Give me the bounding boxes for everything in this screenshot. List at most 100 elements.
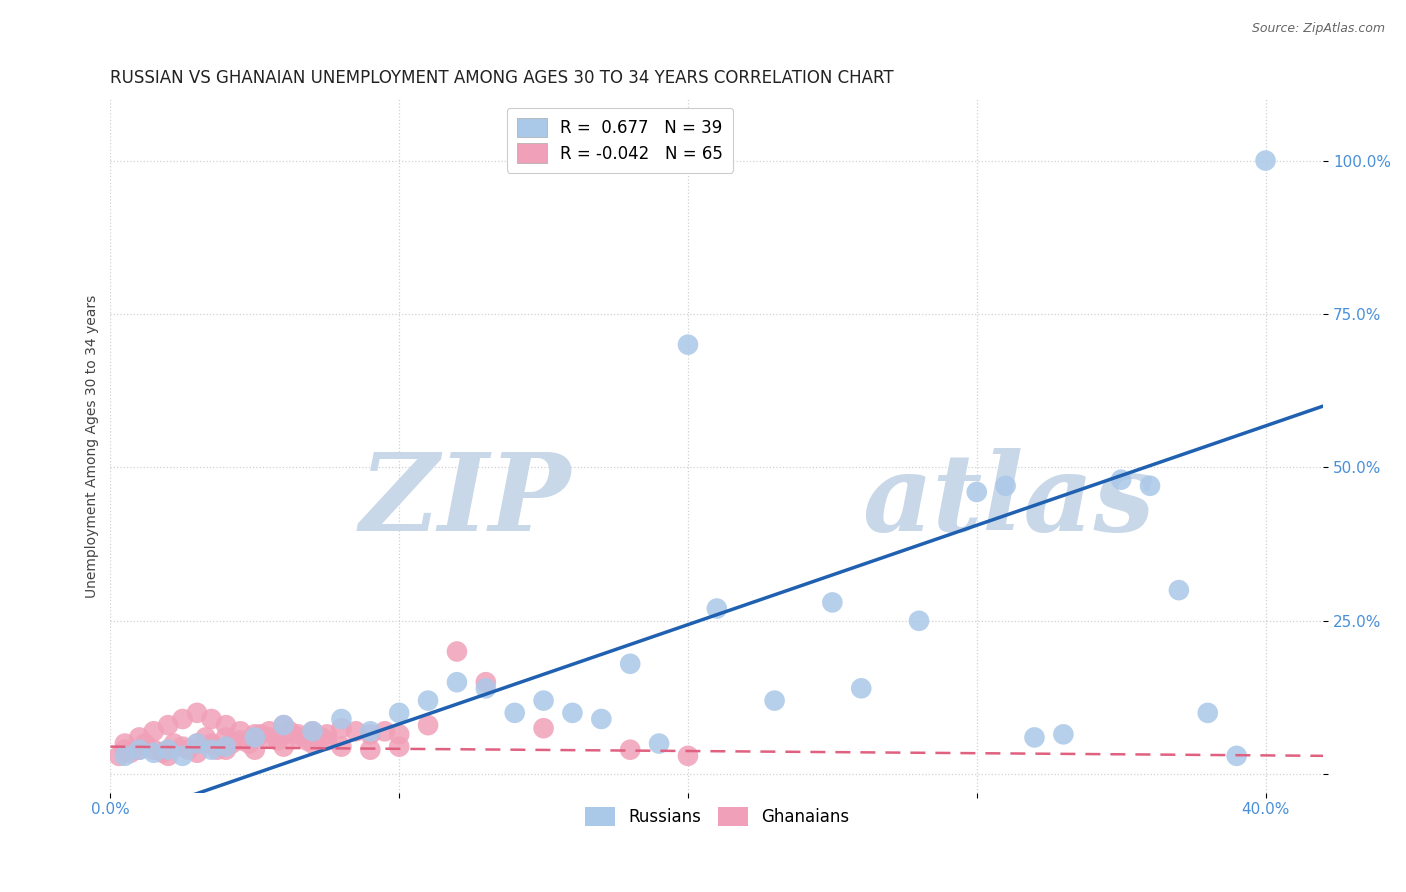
Point <box>301 737 323 751</box>
Point <box>330 739 353 754</box>
Point <box>163 737 186 751</box>
Point <box>301 724 323 739</box>
Point <box>619 657 641 671</box>
Point <box>157 748 180 763</box>
Point <box>316 727 339 741</box>
Point <box>120 746 142 760</box>
Point <box>114 742 136 756</box>
Point <box>533 693 555 707</box>
Point <box>229 733 252 747</box>
Point <box>215 739 238 754</box>
Point <box>503 706 526 720</box>
Point <box>177 742 200 756</box>
Point <box>273 727 295 741</box>
Point <box>966 485 988 500</box>
Point <box>1167 583 1189 598</box>
Point <box>763 693 786 707</box>
Point <box>301 727 323 741</box>
Point <box>243 727 266 741</box>
Point <box>215 731 238 745</box>
Point <box>186 706 208 720</box>
Point <box>374 724 396 739</box>
Point <box>194 731 217 745</box>
Point <box>1254 153 1277 168</box>
Point <box>186 737 208 751</box>
Point <box>114 748 136 763</box>
Point <box>157 742 180 756</box>
Text: ZIP: ZIP <box>360 449 571 555</box>
Point <box>908 614 931 628</box>
Point <box>1109 473 1132 487</box>
Point <box>359 742 381 756</box>
Point <box>186 737 208 751</box>
Point <box>1197 706 1219 720</box>
Point <box>273 718 295 732</box>
Point <box>851 681 873 696</box>
Point <box>200 712 222 726</box>
Point <box>676 748 699 763</box>
Point <box>229 724 252 739</box>
Text: atlas: atlas <box>862 449 1154 555</box>
Point <box>157 742 180 756</box>
Point <box>994 479 1017 493</box>
Point <box>114 737 136 751</box>
Point <box>172 712 194 726</box>
Point <box>388 739 411 754</box>
Point <box>301 724 323 739</box>
Point <box>561 706 583 720</box>
Point <box>1226 748 1249 763</box>
Point <box>273 739 295 754</box>
Point <box>278 724 301 739</box>
Point <box>359 727 381 741</box>
Point <box>172 739 194 754</box>
Legend: Russians, Ghanaians: Russians, Ghanaians <box>578 800 856 833</box>
Point <box>238 737 260 751</box>
Point <box>200 742 222 756</box>
Point <box>200 737 222 751</box>
Point <box>257 724 280 739</box>
Point <box>388 706 411 720</box>
Point <box>676 337 699 351</box>
Point <box>273 718 295 732</box>
Text: Source: ZipAtlas.com: Source: ZipAtlas.com <box>1251 22 1385 36</box>
Point <box>330 712 353 726</box>
Point <box>295 733 318 747</box>
Point <box>249 727 271 741</box>
Point <box>287 731 309 745</box>
Point <box>446 644 468 658</box>
Point <box>142 724 165 739</box>
Point <box>257 731 280 745</box>
Point <box>267 733 290 747</box>
Point <box>388 727 411 741</box>
Point <box>706 601 728 615</box>
Point <box>287 727 309 741</box>
Point <box>157 718 180 732</box>
Point <box>186 746 208 760</box>
Point <box>648 737 671 751</box>
Y-axis label: Unemployment Among Ages 30 to 34 years: Unemployment Among Ages 30 to 34 years <box>86 294 100 598</box>
Text: RUSSIAN VS GHANAIAN UNEMPLOYMENT AMONG AGES 30 TO 34 YEARS CORRELATION CHART: RUSSIAN VS GHANAIAN UNEMPLOYMENT AMONG A… <box>111 69 894 87</box>
Point <box>207 742 229 756</box>
Point <box>533 721 555 735</box>
Point <box>619 742 641 756</box>
Point <box>128 731 150 745</box>
Point <box>446 675 468 690</box>
Point <box>359 724 381 739</box>
Point <box>172 748 194 763</box>
Point <box>416 693 439 707</box>
Point <box>330 721 353 735</box>
Point <box>316 733 339 747</box>
Point <box>142 742 165 756</box>
Point <box>243 742 266 756</box>
Point <box>128 742 150 756</box>
Point <box>243 731 266 745</box>
Point <box>475 681 498 696</box>
Point <box>215 718 238 732</box>
Point <box>221 737 243 751</box>
Point <box>1139 479 1161 493</box>
Point <box>416 718 439 732</box>
Point <box>475 675 498 690</box>
Point <box>591 712 613 726</box>
Point <box>215 742 238 756</box>
Point <box>134 737 156 751</box>
